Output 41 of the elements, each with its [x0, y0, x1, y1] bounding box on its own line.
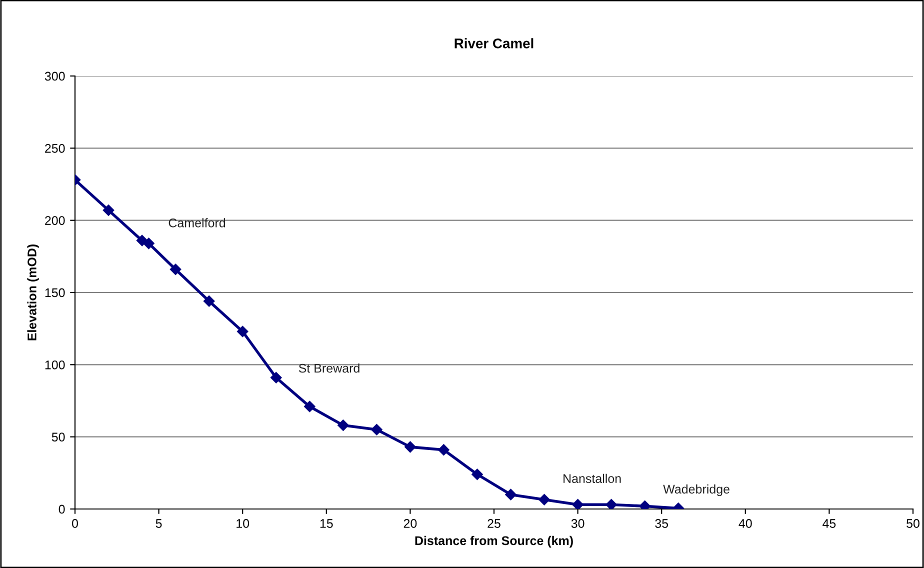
point: [304, 400, 316, 412]
point: [538, 494, 550, 506]
x-tick-label: 0: [72, 519, 78, 528]
annotation: Nanstallon: [564, 474, 621, 484]
x-tick-label: 30: [571, 519, 584, 528]
point: [404, 441, 416, 453]
point: [143, 238, 154, 250]
x-tick-label: 45: [822, 519, 836, 528]
y-tick-label: 100: [45, 360, 65, 370]
chart-title: River Camel: [454, 38, 534, 48]
y-tick-label: 0: [58, 504, 65, 514]
x-tick-label: 5: [156, 519, 162, 528]
x-tick-label: 15: [320, 519, 333, 528]
point: [505, 488, 516, 500]
x-tick-label: 10: [236, 519, 250, 528]
point: [203, 296, 215, 307]
x-tick-label: 20: [404, 519, 417, 528]
point: [606, 499, 617, 509]
y-tick-label: 150: [45, 288, 65, 298]
annotation: Camelford: [168, 218, 226, 228]
point: [236, 326, 248, 338]
annotation: St Breward: [298, 363, 360, 373]
y-tick-label: 300: [44, 72, 65, 81]
x-tick-label: 35: [655, 519, 668, 528]
y-tick-label: 200: [45, 216, 65, 225]
annotation: Wadebridge: [663, 484, 730, 496]
point: [371, 424, 382, 436]
point: [572, 499, 584, 509]
x-tick-label: 50: [906, 519, 920, 528]
y-axis-title: Elevation (mOD): [27, 244, 39, 340]
x-tick-label: 40: [738, 519, 752, 528]
point: [438, 444, 450, 456]
point: [102, 204, 114, 216]
point: [270, 372, 282, 384]
point: [338, 420, 349, 431]
point: [472, 468, 483, 480]
x-tick-label: 25: [488, 519, 500, 528]
y-tick-label: 250: [45, 144, 65, 153]
x-axis-title: Distance from Source (km): [415, 536, 573, 548]
y-tick-label: 50: [52, 432, 65, 442]
point: [170, 264, 182, 276]
